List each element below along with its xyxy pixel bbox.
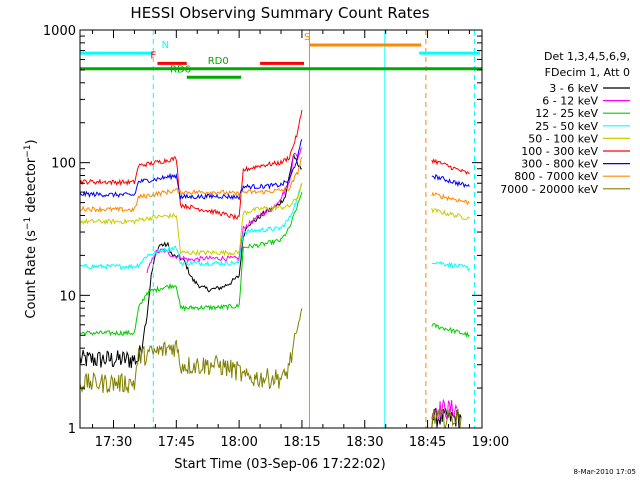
series-line [80,109,303,221]
series-line [431,158,470,175]
series-line [80,191,303,337]
y-tick-label: 10 [59,289,76,304]
series-7000-20000-kev [80,308,462,428]
x-tick-label: 18:15 [283,435,320,450]
x-axis-label: Start Time (03-Sep-06 17:22:02) [174,457,385,472]
series-line [431,191,470,206]
flag-label-s: S [304,32,310,43]
vertical-marker-layer [79,30,475,428]
legend-entry-label: 6 - 12 keV [542,95,598,108]
x-tick-label: 18:30 [346,435,383,450]
series-line [431,260,470,272]
series-line [80,182,303,257]
legend-header-2: FDecim 1, Att 0 [545,66,630,79]
x-axis: 17:30 17:45 18:00 18:15 18:30 18:45 19:00 [92,30,509,450]
flag-label-n: N [162,40,169,51]
x-tick-label: 18:00 [220,435,257,450]
series-line [80,156,303,213]
series-25-50-kev [80,183,470,272]
flag-label-f: F [150,50,156,61]
series-line [431,406,462,428]
flag-bar-layer: N S F RD0 RD6 [80,32,482,79]
legend-entry-label: 3 - 6 keV [549,82,598,95]
y-tick-label: 1 [68,422,76,437]
legend-entry-label: 300 - 800 keV [521,158,598,171]
series-line [431,322,470,339]
chart-title: HESSI Observing Summary Count Rates [130,4,429,22]
series-12-25-kev [80,191,470,339]
series-300-800-kev [80,139,470,201]
x-tick-label: 19:00 [472,435,509,450]
legend-entry-label: 50 - 100 keV [528,132,598,145]
y-axis: 1 10 100 1000 [43,24,482,437]
y-tick-label: 1000 [43,24,76,39]
footer-timestamp: 8-Mar-2010 17:05 [574,468,636,476]
legend-entry-label: 25 - 50 keV [535,120,598,133]
flag-label-rd0: RD0 [208,56,229,67]
series-line [431,173,470,189]
series-800-7000-kev [80,156,470,213]
legend: Det 1,3,4,5,6,9, FDecim 1, Att 0 3 - 6 k… [500,50,630,196]
y-tick-label: 100 [51,157,76,172]
legend-header-1: Det 1,3,4,5,6,9, [544,50,630,63]
series-line [80,139,303,201]
x-tick-label: 17:45 [158,435,195,450]
series-line [80,308,303,394]
legend-entry-label: 12 - 25 keV [535,107,598,120]
x-tick-label: 17:30 [95,435,132,450]
series-6-12-kev [146,147,458,420]
legend-entry-label: 100 - 300 keV [521,145,598,158]
flag-label-rd6: RD6 [170,64,191,75]
series-line [431,398,458,420]
legend-entry-label: 800 - 7000 keV [514,170,598,183]
series-50-100-kev [80,182,470,257]
series-line [80,183,303,270]
series-line [146,147,303,274]
series-layer [80,109,470,428]
series-100-300-kev [80,109,470,221]
x-tick-label: 18:45 [409,435,446,450]
y-axis-label: Count Rate (s−1 detector−1) [23,139,39,318]
series-line [431,207,470,221]
legend-entry-label: 7000 - 20000 keV [500,183,598,196]
